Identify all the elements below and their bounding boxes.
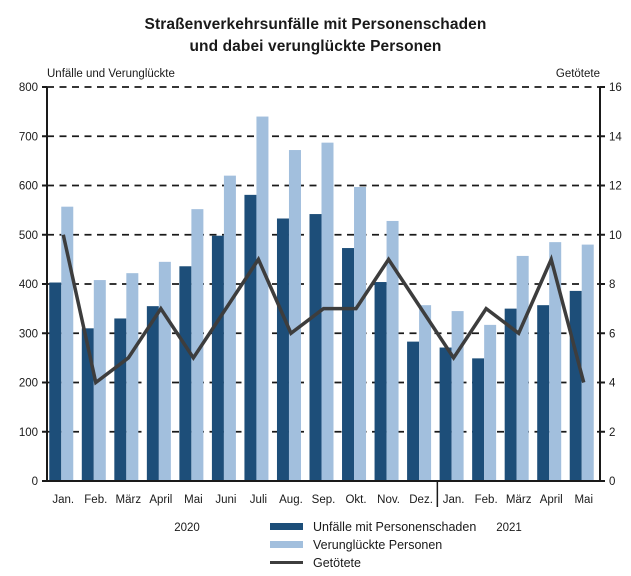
bar-verunglueckte: [354, 186, 367, 482]
legend-label-casualties: Verunglückte Personen: [313, 537, 443, 552]
bar-unfaelle: [569, 290, 582, 481]
bar-unfaelle: [211, 235, 224, 481]
bar-unfaelle: [179, 266, 192, 481]
right-axis-tick-label: 16: [609, 82, 622, 94]
left-axis-tick-label: 700: [19, 131, 38, 143]
x-axis-month-label: März: [506, 494, 532, 506]
bar-unfaelle: [49, 282, 62, 481]
left-axis-tick-label: 0: [32, 476, 38, 488]
x-axis-month-label: Jan.: [52, 494, 74, 506]
bar-verunglueckte: [549, 242, 562, 481]
x-axis-month-label: Juli: [250, 494, 267, 506]
killed-line-swatch-icon: [270, 560, 303, 565]
chart-title-line1: Straßenverkehrsunfälle mit Personenschad…: [144, 16, 487, 33]
left-axis-tick-label: 800: [19, 82, 38, 94]
right-axis-tick-label: 2: [609, 427, 615, 439]
bar-unfaelle: [342, 248, 355, 481]
right-axis-tick-label: 12: [609, 181, 622, 193]
bar-verunglueckte: [191, 209, 204, 481]
year-label: 2020: [174, 522, 200, 534]
left-axis-tick-label: 600: [19, 181, 38, 193]
legend-item-accidents: Unfälle mit Personenschaden: [270, 519, 477, 534]
bar-unfaelle: [114, 318, 127, 481]
bar-unfaelle: [504, 308, 517, 481]
chart-legend: Unfälle mit Personenschaden Verunglückte…: [270, 520, 476, 574]
chart-title-line2: und dabei verunglückte Personen: [189, 38, 442, 55]
bar-verunglueckte: [516, 255, 529, 481]
accidents-swatch-icon: [270, 523, 303, 530]
bar-unfaelle: [537, 305, 550, 481]
bar-verunglueckte: [126, 273, 139, 481]
x-axis-month-label: März: [116, 494, 142, 506]
right-axis-tick-label: 8: [609, 279, 615, 291]
legend-item-casualties: Verunglückte Personen: [270, 537, 476, 552]
bar-unfaelle: [309, 214, 322, 481]
bar-verunglueckte: [581, 244, 594, 481]
right-axis-tick-label: 10: [609, 230, 622, 242]
x-axis-month-label: Sep.: [312, 494, 336, 506]
bar-verunglueckte: [419, 305, 432, 481]
x-axis-month-label: Juni: [215, 494, 236, 506]
bar-verunglueckte: [158, 261, 171, 481]
legend-label-killed: Getötete: [313, 555, 361, 570]
left-axis-tick-label: 400: [19, 279, 38, 291]
left-axis-tick-label: 500: [19, 230, 38, 242]
x-axis-month-label: Mai: [184, 494, 203, 506]
casualties-swatch-icon: [270, 541, 303, 548]
bar-verunglueckte: [321, 142, 334, 481]
bar-unfaelle: [374, 282, 387, 481]
left-axis-tick-label: 100: [19, 427, 38, 439]
bar-unfaelle: [244, 194, 257, 482]
x-axis-month-label: Jan.: [443, 494, 465, 506]
right-axis-caption: Getötete: [555, 68, 600, 80]
legend-label-accidents: Unfälle mit Personenschaden: [313, 519, 477, 534]
bar-verunglueckte: [484, 324, 497, 481]
bar-unfaelle: [407, 341, 420, 481]
x-axis-month-label: Feb.: [84, 494, 107, 506]
getoetete-line: [61, 234, 586, 386]
bar-verunglueckte: [288, 150, 301, 482]
bar-unfaelle: [439, 347, 452, 481]
x-axis-month-label: Feb.: [475, 494, 498, 506]
right-axis-tick-label: 4: [609, 378, 616, 390]
legend-item-killed: Getötete: [270, 555, 476, 570]
x-axis-month-label: April: [540, 494, 563, 506]
x-axis-month-label: Aug.: [279, 494, 303, 506]
right-axis-tick-label: 6: [609, 328, 615, 340]
left-axis-tick-label: 200: [19, 378, 38, 390]
left-axis-tick-label: 300: [19, 328, 38, 340]
bar-verunglueckte: [451, 311, 464, 481]
bar-verunglueckte: [256, 116, 269, 482]
bar-verunglueckte: [61, 206, 74, 482]
chart-title: Straßenverkehrsunfälle mit Personenschad…: [0, 14, 631, 58]
bar-unfaelle: [146, 306, 159, 481]
bar-verunglueckte: [386, 220, 399, 481]
x-axis-month-label: Nov.: [377, 494, 400, 506]
bar-verunglueckte: [223, 175, 236, 481]
bar-unfaelle: [472, 358, 485, 481]
bar-unfaelle: [276, 218, 289, 481]
year-label: 2021: [496, 522, 522, 534]
x-axis-month-label: Dez.: [409, 494, 433, 506]
left-axis-caption: Unfälle und Verunglückte: [47, 68, 175, 80]
right-axis-tick-label: 14: [609, 131, 622, 143]
right-axis-tick-label: 0: [609, 476, 615, 488]
x-axis-month-label: Okt.: [345, 494, 366, 506]
x-axis-month-label: April: [149, 494, 172, 506]
x-axis-month-label: Mai: [574, 494, 593, 506]
